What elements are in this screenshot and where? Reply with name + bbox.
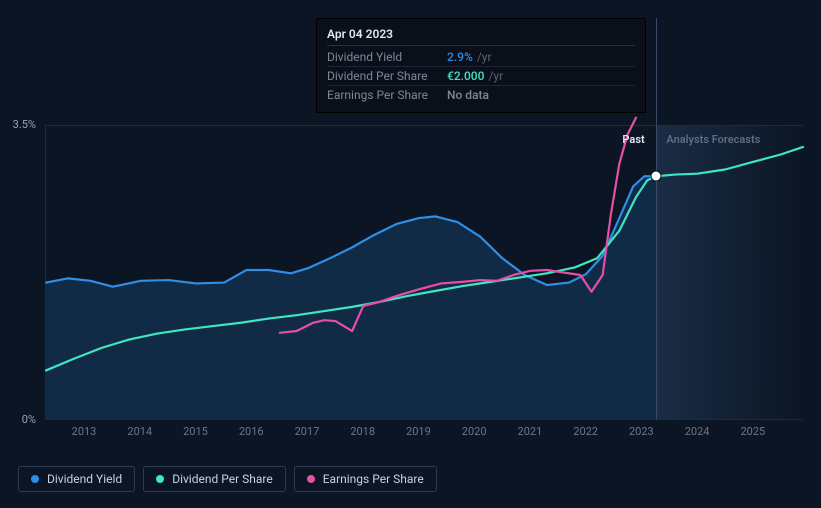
- cursor-dot-icon: [652, 171, 661, 180]
- x-tick-label: 2013: [72, 425, 97, 438]
- x-tick-label: 2018: [350, 425, 375, 438]
- tooltip-row: Earnings Per ShareNo data: [327, 86, 635, 104]
- legend-label: Dividend Per Share: [172, 472, 273, 486]
- y-tick-label: 3.5%: [0, 118, 42, 131]
- cursor-line: [656, 18, 657, 420]
- x-tick-label: 2014: [127, 425, 152, 438]
- tooltip-unit: /yr: [488, 69, 503, 83]
- tooltip-value: No data: [447, 88, 489, 102]
- tooltip-value: €2.000: [447, 69, 484, 83]
- region-label-forecast: Analysts Forecasts: [666, 133, 760, 146]
- x-tick-label: 2019: [406, 425, 431, 438]
- x-tick-label: 2017: [295, 425, 320, 438]
- x-tick-label: 2020: [462, 425, 487, 438]
- tooltip-key: Dividend Yield: [327, 50, 447, 64]
- tooltip-key: Earnings Per Share: [327, 88, 447, 102]
- tooltip: Apr 04 2023 Dividend Yield2.9%/yrDividen…: [316, 18, 646, 113]
- x-tick-label: 2021: [518, 425, 543, 438]
- legend-dot-icon: [156, 475, 164, 483]
- tooltip-row: Dividend Per Share€2.000/yr: [327, 67, 635, 86]
- legend-item-dividend-yield[interactable]: Dividend Yield: [18, 466, 135, 492]
- legend-item-earnings-per-share[interactable]: Earnings Per Share: [294, 466, 437, 492]
- legend: Dividend Yield Dividend Per Share Earnings…: [18, 466, 437, 492]
- legend-item-dividend-per-share[interactable]: Dividend Per Share: [143, 466, 286, 492]
- x-tick-label: 2016: [239, 425, 264, 438]
- legend-label: Earnings Per Share: [323, 472, 424, 486]
- x-tick-label: 2025: [740, 425, 765, 438]
- tooltip-value: 2.9%: [447, 50, 473, 64]
- tooltip-row: Dividend Yield2.9% /yr: [327, 48, 635, 67]
- x-tick-label: 2015: [183, 425, 208, 438]
- legend-dot-icon: [31, 475, 39, 483]
- legend-label: Dividend Yield: [47, 472, 122, 486]
- y-tick-label: 0%: [0, 413, 42, 426]
- legend-dot-icon: [307, 475, 315, 483]
- plot-svg: [46, 126, 803, 419]
- tooltip-unit: /yr: [477, 50, 492, 64]
- tooltip-key: Dividend Per Share: [327, 69, 447, 83]
- x-tick-label: 2022: [573, 425, 598, 438]
- plot-area[interactable]: [45, 125, 803, 420]
- x-axis-ticks: 2013 2014 2015 2016 2017 2018 2019 2020 2021 2022…: [45, 425, 803, 445]
- chart-container: 3.5%0% 201320142015201620172018201920202…: [0, 0, 821, 508]
- tooltip-date: Apr 04 2023: [327, 27, 635, 46]
- x-tick-label: 2024: [685, 425, 710, 438]
- x-tick-label: 2023: [629, 425, 654, 438]
- region-label-past: Past: [622, 133, 644, 146]
